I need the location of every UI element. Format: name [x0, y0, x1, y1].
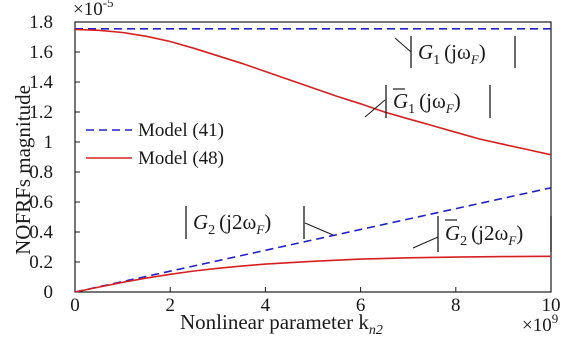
y-axis-label: NOFRFs magnitude [11, 85, 35, 255]
annotation-leader-g2bar [412, 236, 439, 249]
y-axis-multiplier: ×10-5 [73, 0, 114, 20]
x-axis-ticks: 0 2 4 6 8 10 [70, 287, 561, 316]
annotation-g1: G1 (jωF) [410, 36, 516, 68]
annotation-g1bar: G1 (jωF) [385, 85, 491, 118]
x-tick-label: 2 [165, 295, 175, 316]
series-group [74, 28, 552, 293]
y-tick-label: 1.2 [29, 102, 53, 123]
annotation-leader-g1 [394, 37, 412, 53]
x-tick-label: 4 [261, 295, 271, 316]
svg-text:G2(j2ωF): G2 (j2ωF) [193, 210, 271, 238]
y-tick-label: 0.6 [29, 192, 53, 213]
series-line-2 [74, 187, 552, 293]
series-line-3 [74, 255, 552, 293]
annotation-g2: G2 (j2ωF) [185, 206, 305, 239]
x-axis-label: Nonlinear parameter kn2 [180, 310, 383, 338]
plot-area-frame [74, 21, 552, 293]
x-tick-label: 10 [542, 295, 561, 316]
y-tick-label: 0.8 [29, 162, 53, 183]
y-tick-label: 1.8 [29, 12, 53, 33]
x-tick-label: 0 [70, 295, 80, 316]
y-axis-ticks: 0 0.2 0.4 0.6 0.8 1 1.2 1.4 1.6 1.8 [29, 12, 80, 303]
legend: Model (41) Model (48) [86, 120, 224, 169]
y-tick-label: 1 [44, 132, 54, 153]
svg-text:G1(jωF): G1 (jωF) [393, 89, 461, 117]
series-line-1 [74, 28, 552, 156]
legend-label-model-41: Model (41) [138, 120, 224, 141]
y-tick-label: 0.2 [29, 252, 53, 273]
svg-text:G1(jωF): G1 (jωF) [418, 40, 486, 68]
x-axis-multiplier: ×109 [522, 311, 558, 336]
y-tick-label: 0 [44, 282, 54, 303]
svg-text:G2(j2ωF): G2 (j2ωF) [445, 221, 523, 249]
annotation-leader-g2 [304, 222, 334, 236]
legend-label-model-48: Model (48) [138, 148, 224, 169]
y-tick-label: 0.4 [29, 222, 53, 243]
y-tick-label: 1.4 [29, 72, 53, 93]
y-tick-label: 1.6 [29, 42, 53, 63]
x-tick-label: 8 [451, 295, 461, 316]
annotation-g2bar: G2 (j2ωF) [437, 216, 552, 252]
x-tick-label: 6 [356, 295, 366, 316]
annotation-leader-g1bar [364, 99, 386, 118]
